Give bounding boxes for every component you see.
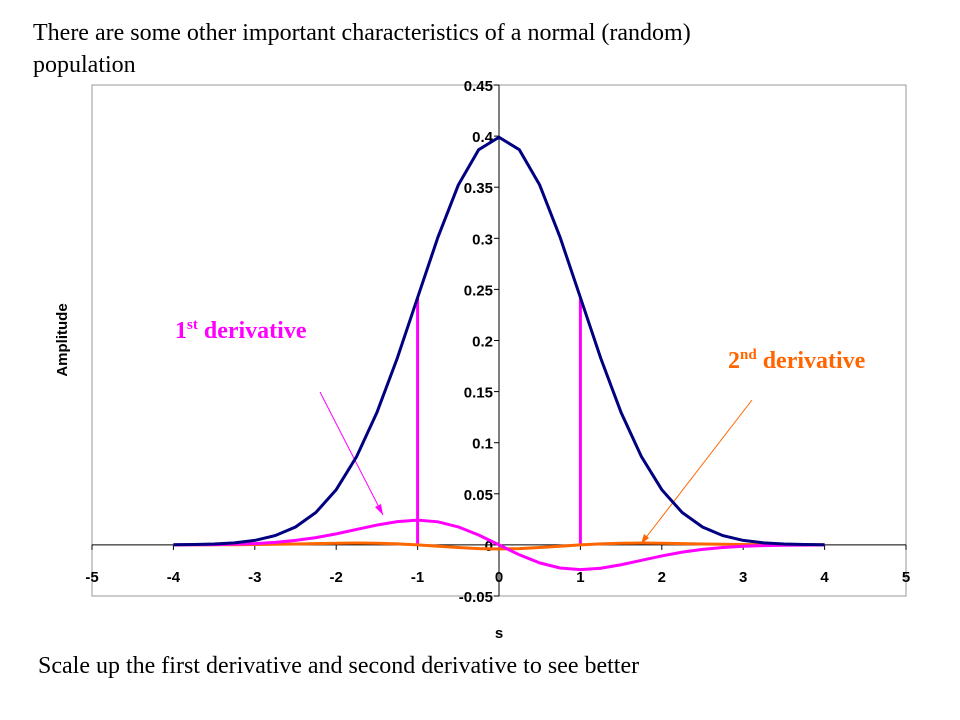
- y-tick-label: 0.1: [472, 436, 493, 453]
- annotation-sup: st: [187, 317, 198, 333]
- x-tick-label: -5: [85, 569, 98, 586]
- series-line: [173, 135, 825, 547]
- y-tick-label: 0.05: [464, 487, 493, 504]
- y-axis-label: Amplitude: [54, 303, 71, 376]
- x-tick-label: -4: [167, 569, 181, 586]
- y-tick-label: -0.05: [459, 589, 493, 606]
- x-tick-label: 1: [576, 569, 584, 586]
- slide-title-line: There are some other important character…: [33, 20, 691, 78]
- y-tick-label: 0.3: [472, 231, 493, 248]
- annotation: 2nd derivative: [728, 347, 866, 374]
- x-tick-label: 3: [739, 569, 747, 586]
- annotation: 1st derivative: [175, 317, 307, 344]
- y-tick-label: 0.35: [464, 180, 493, 197]
- slide-title: There are some other important character…: [33, 20, 691, 46]
- y-tick-label: 0.4: [472, 129, 494, 146]
- y-tick-label: 0.2: [472, 334, 493, 351]
- x-tick-label: 4: [820, 569, 829, 586]
- arrow-head: [375, 504, 383, 515]
- annotation-number: 2: [728, 348, 740, 374]
- series-line: [173, 541, 825, 551]
- y-tick-label: 0.15: [464, 385, 493, 402]
- arrow-head: [641, 534, 649, 544]
- x-tick-label: 2: [658, 569, 666, 586]
- arrow: [640, 399, 753, 545]
- x-tick-label: -2: [330, 569, 343, 586]
- y-tick-label: 0: [485, 538, 493, 555]
- series-line: [173, 518, 825, 572]
- x-axis-label: s: [495, 625, 503, 642]
- footer: Scale up the first derivative and second…: [38, 653, 639, 679]
- annotation-text: derivative: [763, 348, 866, 374]
- annotation-text: derivative: [204, 318, 307, 344]
- y-tick-label: 0.25: [464, 282, 493, 299]
- x-tick-label: -1: [411, 569, 424, 586]
- slide-title-wrap: population: [33, 52, 136, 78]
- annotation-number: 1: [175, 318, 187, 344]
- x-tick-label: 5: [902, 569, 910, 586]
- x-tick-label: -3: [248, 569, 261, 586]
- arrow: [319, 391, 384, 516]
- annotation-sup: nd: [740, 347, 757, 363]
- x-tick-label: 0: [495, 569, 503, 586]
- y-tick-label: 0.45: [464, 78, 493, 95]
